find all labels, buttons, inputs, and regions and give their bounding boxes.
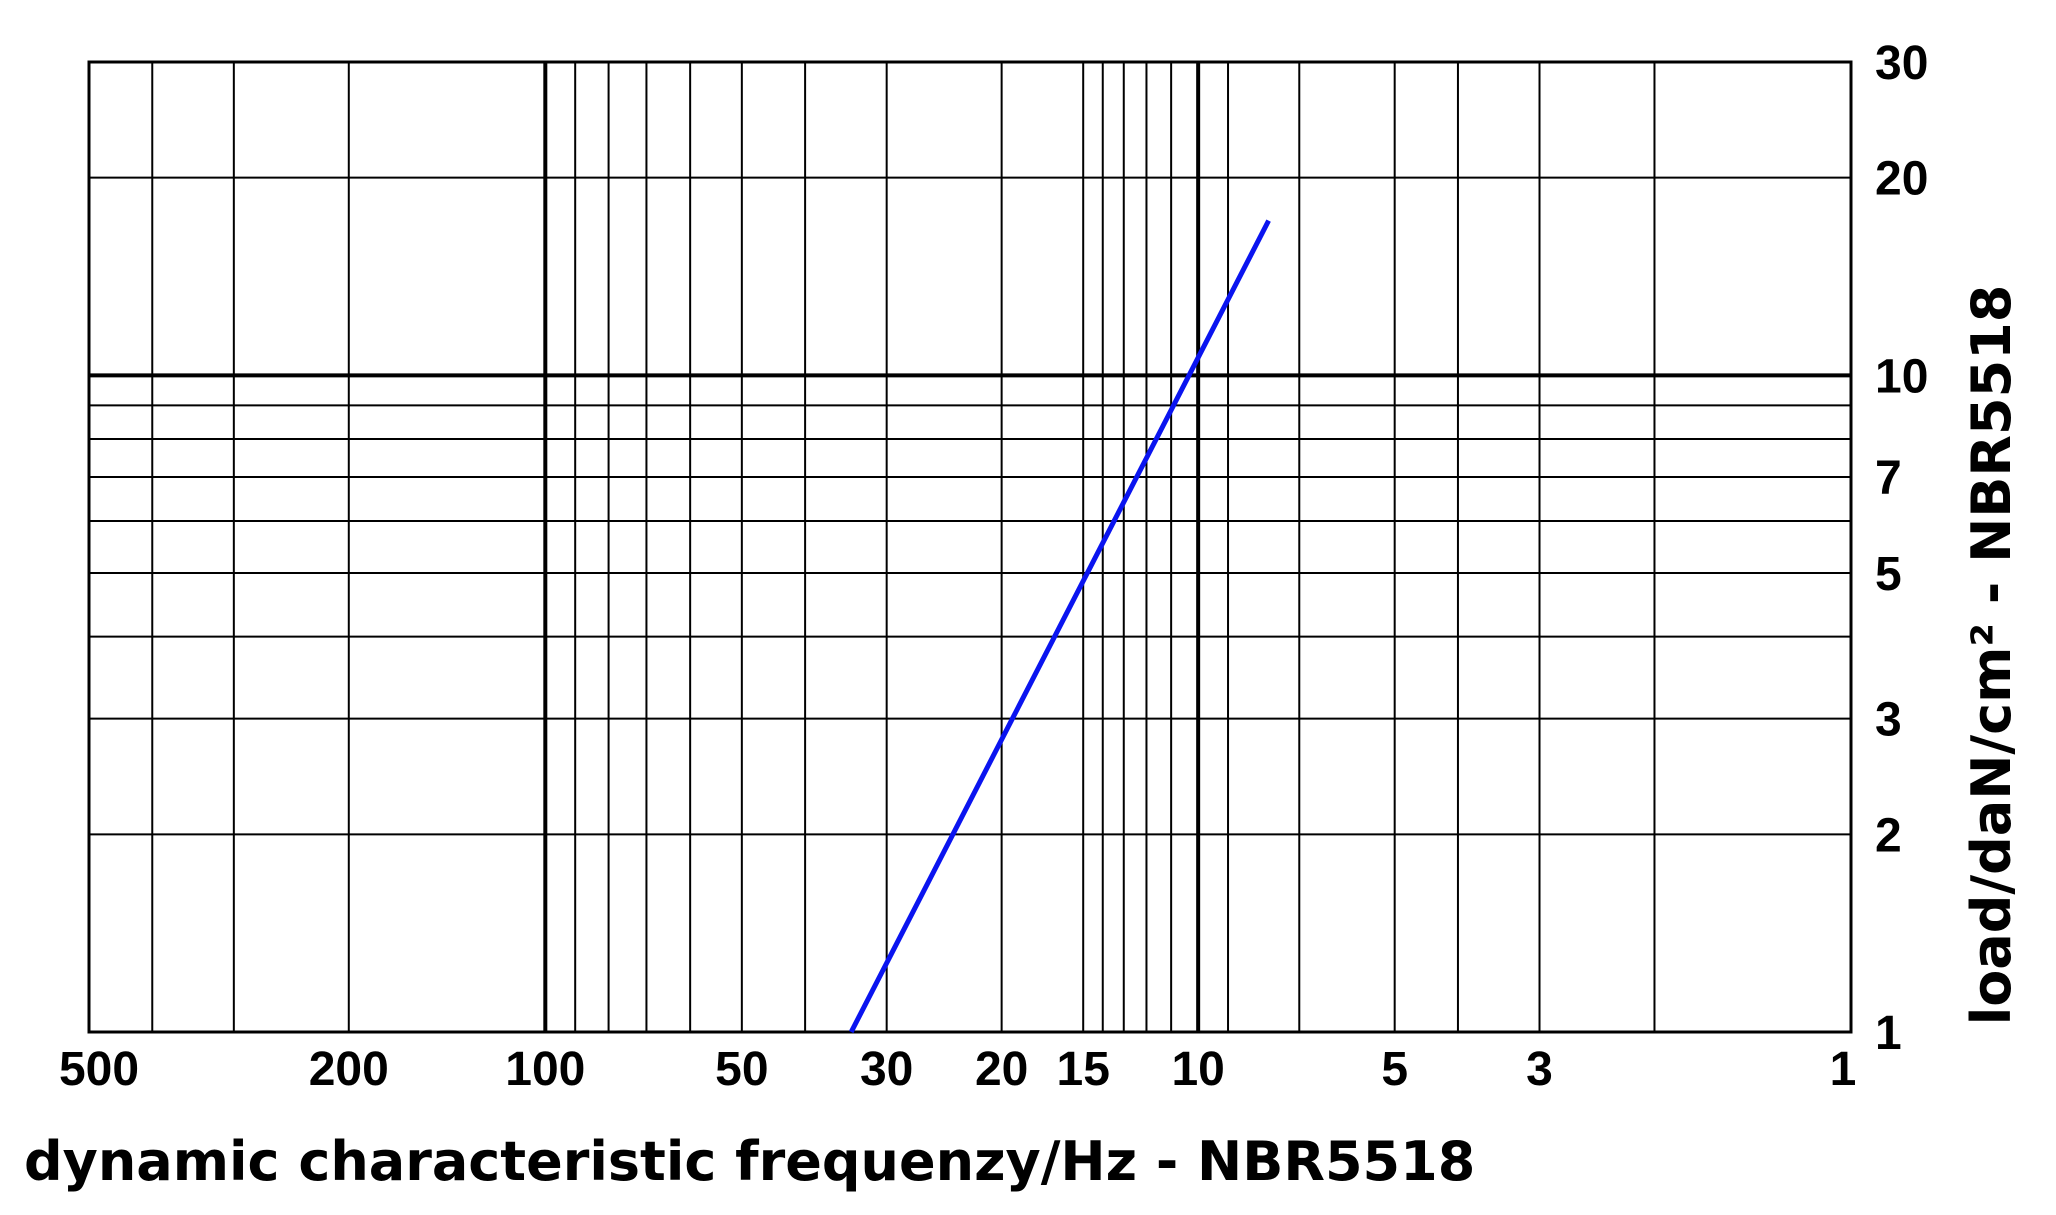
x-tick-label: 100 bbox=[505, 1043, 585, 1096]
x-tick-label: 500 bbox=[59, 1043, 139, 1096]
x-axis-title: dynamic characteristic frequenzy/Hz - NB… bbox=[24, 1130, 1475, 1193]
y-axis-title: load/daN/cm² - NBR5518 bbox=[1960, 285, 2023, 1026]
data-line bbox=[848, 219, 1271, 1034]
y-tick-label: 2 bbox=[1875, 809, 1902, 862]
y-tick-label: 20 bbox=[1875, 153, 1928, 206]
y-tick-label: 10 bbox=[1875, 350, 1928, 403]
x-tick-label: 20 bbox=[975, 1043, 1028, 1096]
plot-frame bbox=[87, 60, 1853, 1034]
y-tick-label: 3 bbox=[1875, 694, 1902, 747]
x-tick-label: 50 bbox=[715, 1043, 768, 1096]
y-tick-label: 7 bbox=[1875, 452, 1902, 505]
x-tick-label: 10 bbox=[1171, 1043, 1224, 1096]
x-tick-label: 3 bbox=[1526, 1043, 1553, 1096]
x-tick-label: 1 bbox=[1830, 1043, 1857, 1096]
x-tick-label: 5 bbox=[1381, 1043, 1408, 1096]
grid bbox=[88, 61, 1852, 1033]
x-tick-label: 200 bbox=[309, 1043, 389, 1096]
y-tick-label: 30 bbox=[1875, 37, 1928, 90]
x-tick-label: 30 bbox=[860, 1043, 913, 1096]
x-tick-label: 15 bbox=[1057, 1043, 1110, 1096]
y-tick-label: 1 bbox=[1875, 1007, 1902, 1060]
y-tick-label: 5 bbox=[1875, 548, 1902, 601]
